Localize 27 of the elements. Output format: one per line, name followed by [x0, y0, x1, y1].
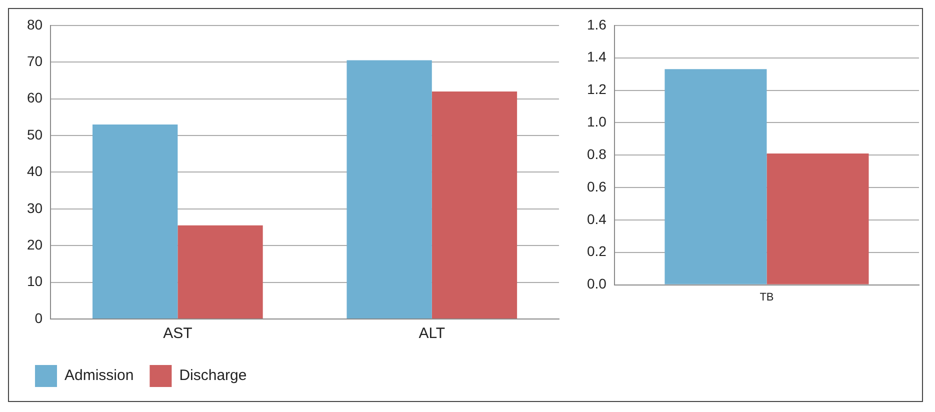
y-tick-label: 80	[26, 16, 43, 32]
y-tick-label: 0.2	[586, 243, 607, 260]
y-tick-label: 1.2	[586, 81, 607, 98]
y-tick-label: 0.8	[586, 146, 607, 162]
bar	[92, 124, 178, 318]
x-tick-label: TB	[760, 291, 774, 304]
y-tick-label: 50	[26, 126, 43, 142]
y-tick-label: 70	[26, 52, 43, 69]
y-tick-label: 0.0	[586, 276, 607, 292]
x-tick-label: ALT	[418, 325, 446, 342]
legend-label: Admission	[64, 367, 134, 384]
y-tick-label: 0	[34, 310, 43, 326]
bar	[178, 225, 263, 318]
y-tick-label: 1.0	[586, 114, 607, 130]
y-tick-label: 0.4	[586, 210, 607, 227]
y-tick-label: 0.6	[586, 178, 607, 194]
x-tick-label: AST	[163, 325, 192, 342]
y-tick-label: 1.4	[586, 48, 607, 65]
legend-label: Discharge	[179, 367, 247, 384]
y-tick-label: 10	[26, 273, 43, 290]
bar	[346, 60, 432, 318]
bar	[432, 91, 518, 318]
y-tick-label: 1.6	[586, 16, 607, 32]
y-tick-label: 20	[26, 236, 43, 252]
y-tick-label: 30	[26, 200, 43, 216]
y-tick-label: 60	[26, 90, 43, 106]
y-tick-label: 40	[26, 163, 43, 180]
